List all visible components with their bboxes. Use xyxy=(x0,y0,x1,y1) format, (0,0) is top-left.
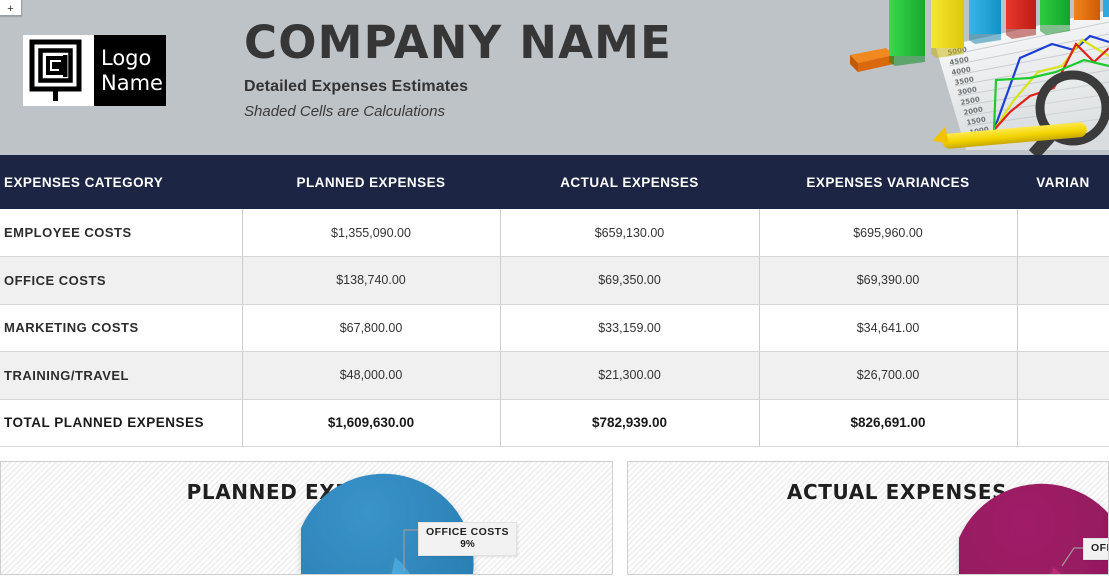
svg-text:3500: 3500 xyxy=(954,75,975,87)
cell-actual[interactable]: $33,159.00 xyxy=(500,304,760,352)
column-header-actual-expenses[interactable]: ACTUAL EXPENSES xyxy=(500,155,759,209)
logo-name-line-2: Name xyxy=(101,70,163,95)
column-header-variance-percent[interactable]: VARIAN xyxy=(1017,155,1109,209)
cell-variance-percent[interactable] xyxy=(1017,209,1109,257)
cell-variance[interactable]: $34,641.00 xyxy=(759,304,1018,352)
cell-actual[interactable]: $659,130.00 xyxy=(500,209,760,257)
cell-variance[interactable]: $826,691.00 xyxy=(759,399,1018,447)
svg-text:2500: 2500 xyxy=(960,95,981,107)
cell-variance[interactable]: $69,390.00 xyxy=(759,256,1018,305)
report-heading-block: COMPANY NAME Detailed Expenses Estimates… xyxy=(244,16,672,122)
column-header-expenses-variances[interactable]: EXPENSES VARIANCES xyxy=(759,155,1017,209)
slice-label-category: OFFIC xyxy=(1091,542,1108,554)
cell-variance-percent[interactable] xyxy=(1017,399,1109,447)
column-header-planned-expenses[interactable]: PLANNED EXPENSES xyxy=(242,155,500,209)
table-row-total[interactable]: TOTAL PLANNED EXPENSES $1,609,630.00 $78… xyxy=(0,399,1109,447)
slice-label-percent: 9% xyxy=(460,539,475,550)
report-subtitle: Detailed Expenses Estimates xyxy=(244,78,469,95)
cell-actual[interactable]: $782,939.00 xyxy=(500,399,760,447)
slice-label-category: OFFICE COSTS xyxy=(426,526,509,538)
page-title: COMPANY NAME xyxy=(244,16,673,69)
svg-text:4500: 4500 xyxy=(949,55,970,67)
maze-square-icon xyxy=(23,35,94,106)
pie-chart-actual-expenses xyxy=(628,462,1108,574)
charts-row: PLANNED EXPENSES xyxy=(0,461,1109,575)
table-row[interactable]: EMPLOYEE COSTS $1,355,090.00 $659,130.00… xyxy=(0,209,1109,257)
expenses-table: EXPENSES CATEGORY PLANNED EXPENSES ACTUA… xyxy=(0,155,1109,447)
cell-actual[interactable]: $69,350.00 xyxy=(500,256,760,305)
svg-text:2000: 2000 xyxy=(963,105,984,117)
cell-planned[interactable]: $67,800.00 xyxy=(242,304,501,352)
report-banner: Logo Name COMPANY NAME Detailed Expenses… xyxy=(0,0,1109,155)
company-logo: Logo Name xyxy=(23,35,166,106)
cell-planned[interactable]: $138,740.00 xyxy=(242,256,501,305)
cell-category[interactable]: EMPLOYEE COSTS xyxy=(0,209,243,257)
cell-category[interactable]: TOTAL PLANNED EXPENSES xyxy=(0,399,243,447)
cell-planned[interactable]: $48,000.00 xyxy=(242,351,501,400)
cell-category[interactable]: TRAINING/TRAVEL xyxy=(0,351,243,400)
svg-text:4000: 4000 xyxy=(951,65,972,77)
add-sheet-button[interactable]: + xyxy=(0,0,22,16)
cell-planned[interactable]: $1,609,630.00 xyxy=(242,399,501,447)
cell-variance-percent[interactable] xyxy=(1017,304,1109,352)
chart-title-actual-expenses: ACTUAL EXPENSES xyxy=(786,480,1008,504)
cell-actual[interactable]: $21,300.00 xyxy=(500,351,760,400)
svg-text:3000: 3000 xyxy=(957,85,978,97)
slice-leader-line xyxy=(1060,536,1086,574)
chart-panel-actual-expenses: ACTUAL EXPENSES xyxy=(627,461,1109,575)
cell-variance[interactable]: $695,960.00 xyxy=(759,209,1018,257)
cell-variance-percent[interactable] xyxy=(1017,351,1109,400)
column-header-expenses-category[interactable]: EXPENSES CATEGORY xyxy=(0,155,242,209)
slice-leader-line xyxy=(402,526,424,572)
svg-text:1500: 1500 xyxy=(966,115,987,127)
pie-chart-planned-expenses xyxy=(1,462,612,574)
logo-name-line-1: Logo xyxy=(101,45,152,70)
table-row[interactable]: MARKETING COSTS $67,800.00 $33,159.00 $3… xyxy=(0,304,1109,352)
plus-icon: + xyxy=(7,3,14,15)
pie-slice-label-office-costs: OFFICE COSTS 9% xyxy=(418,522,517,556)
shaded-cells-note: Shaded Cells are Calculations xyxy=(244,103,445,120)
cell-category[interactable]: MARKETING COSTS xyxy=(0,304,243,352)
table-row[interactable]: TRAINING/TRAVEL $48,000.00 $21,300.00 $2… xyxy=(0,351,1109,400)
cell-variance-percent[interactable] xyxy=(1017,256,1109,305)
pie-slice-label-office-costs: OFFIC xyxy=(1083,538,1108,560)
chart-panel-planned-expenses: PLANNED EXPENSES xyxy=(0,461,613,575)
table-row[interactable]: OFFICE COSTS $138,740.00 $69,350.00 $69,… xyxy=(0,256,1109,305)
cell-variance[interactable]: $26,700.00 xyxy=(759,351,1018,400)
cell-planned[interactable]: $1,355,090.00 xyxy=(242,209,501,257)
logo-name-text: Logo Name xyxy=(94,35,166,106)
table-header-row: EXPENSES CATEGORY PLANNED EXPENSES ACTUA… xyxy=(0,155,1109,209)
cell-category[interactable]: OFFICE COSTS xyxy=(0,256,243,305)
3d-bar-and-line-chart-photo: 5000 4500 4000 3500 3000 2500 2000 1500 … xyxy=(824,0,1109,155)
